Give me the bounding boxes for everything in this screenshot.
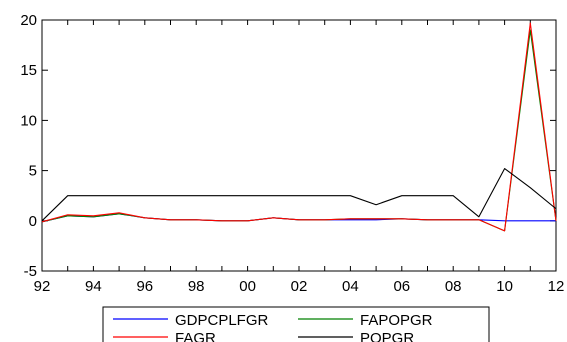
x-tick-label: 12 — [548, 278, 565, 295]
x-tick-label: 92 — [34, 278, 51, 295]
x-tick-label: 96 — [136, 278, 153, 295]
legend-label-fapopgr: FAPOPGR — [360, 312, 433, 329]
x-tick-label: 04 — [342, 278, 359, 295]
x-tick-label: 10 — [496, 278, 513, 295]
legend: GDPCPLFGR FAPOPGR FAGR POPGR — [103, 307, 489, 342]
x-tick-label: 08 — [445, 278, 462, 295]
y-tick-label: 0 — [29, 213, 37, 230]
x-tick-label: 98 — [188, 278, 205, 295]
x-tick-label: 06 — [393, 278, 410, 295]
y-tick-label: 20 — [20, 12, 37, 29]
x-tick-label: 94 — [85, 278, 102, 295]
x-tick-label: 00 — [239, 278, 256, 295]
legend-label-popgr: POPGR — [360, 330, 414, 342]
legend-label-gdpcplfgr: GDPCPLFGR — [175, 312, 269, 329]
y-tick-label: 15 — [20, 62, 37, 79]
legend-label-fagr: FAGR — [175, 330, 216, 342]
y-tick-label: 5 — [29, 163, 37, 180]
plot-area — [42, 20, 556, 271]
x-tick-label: 02 — [291, 278, 308, 295]
y-tick-label: 10 — [20, 112, 37, 129]
